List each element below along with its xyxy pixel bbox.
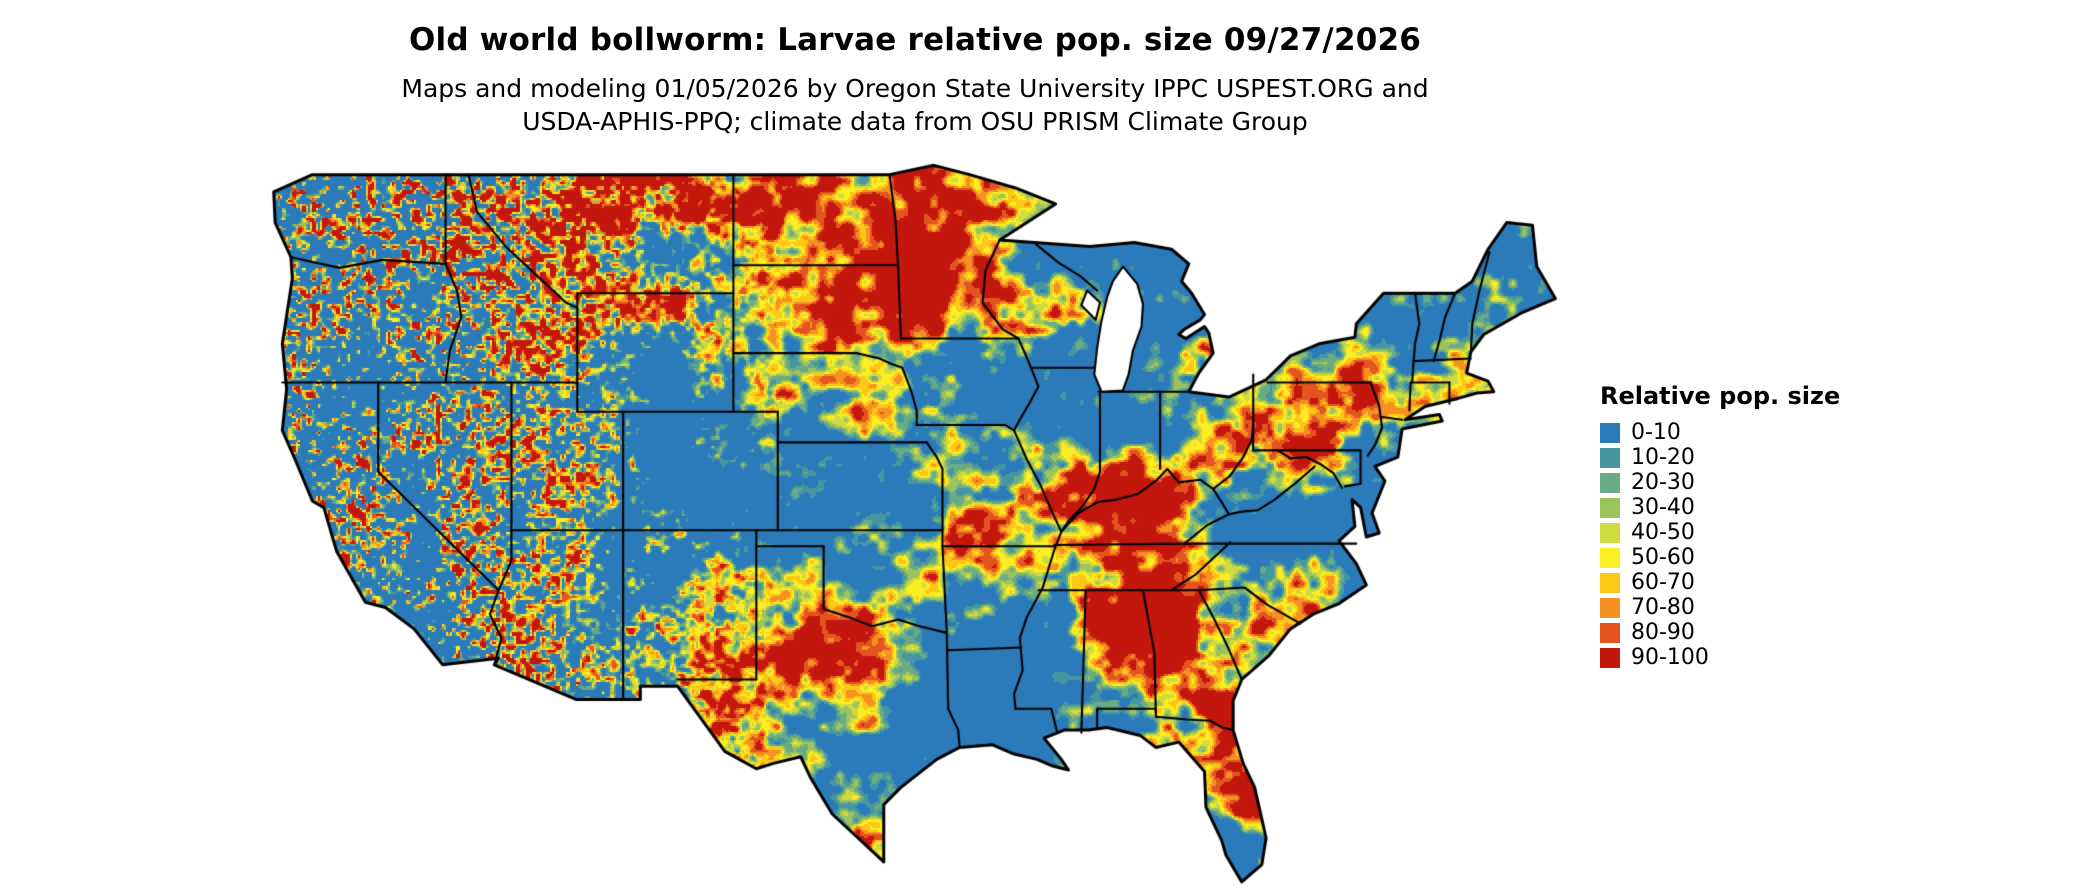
legend-item: 30-40 [1600, 495, 1840, 520]
legend-item: 50-60 [1600, 545, 1840, 570]
legend-label: 20-30 [1631, 470, 1695, 495]
legend-swatch [1600, 447, 1620, 468]
legend-item: 60-70 [1600, 570, 1840, 595]
legend-label: 10-20 [1631, 445, 1695, 470]
legend-label: 0-10 [1631, 420, 1681, 445]
legend-label: 90-100 [1631, 645, 1709, 670]
legend-swatch [1600, 497, 1620, 518]
legend-label: 70-80 [1631, 595, 1695, 620]
legend-item: 80-90 [1600, 620, 1840, 645]
legend-items: 0-10 10-20 20-30 30-40 40-50 50-60 60-70 70-80 8… [1600, 420, 1840, 670]
legend-swatch [1600, 622, 1620, 643]
legend-swatch [1600, 422, 1620, 443]
legend-label: 80-90 [1631, 620, 1695, 645]
legend-label: 50-60 [1631, 545, 1695, 570]
legend-label: 60-70 [1631, 570, 1695, 595]
legend-item: 20-30 [1600, 470, 1840, 495]
legend-swatch [1600, 597, 1620, 618]
legend-swatch [1600, 547, 1620, 568]
legend-label: 40-50 [1631, 520, 1695, 545]
legend-item: 40-50 [1600, 520, 1840, 545]
legend-title: Relative pop. size [1600, 382, 1841, 410]
legend-item: 70-80 [1600, 595, 1840, 620]
legend-swatch [1600, 572, 1620, 593]
legend-item: 0-10 [1600, 420, 1840, 445]
legend: Relative pop. size 0-10 10-20 20-30 30-40 40… [1600, 382, 1840, 670]
legend-item: 90-100 [1600, 645, 1840, 670]
legend-swatch [1600, 647, 1620, 668]
legend-item: 10-20 [1600, 445, 1840, 470]
legend-label: 30-40 [1631, 495, 1695, 520]
legend-swatch [1600, 522, 1620, 543]
legend-swatch [1600, 472, 1620, 493]
